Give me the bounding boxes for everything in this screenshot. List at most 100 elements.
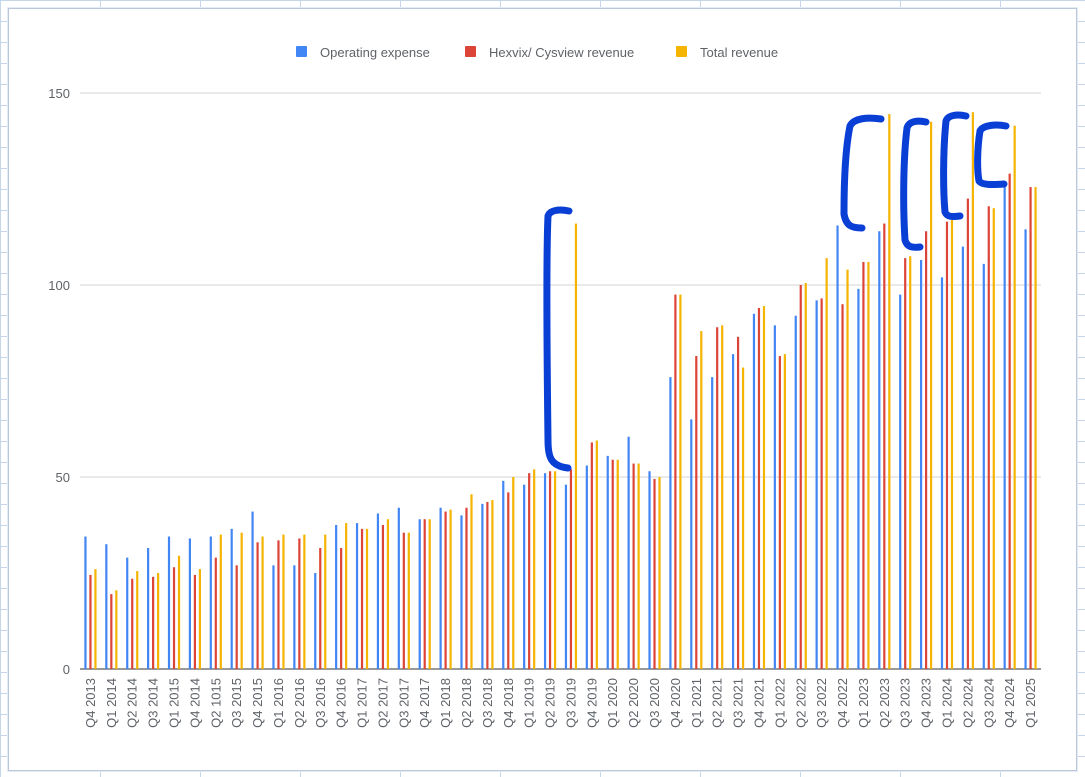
- bar-operating-expense-q2-2014[interactable]: [126, 557, 129, 669]
- bar-total-revenue-q1-2018[interactable]: [449, 509, 452, 669]
- bar-hexvix-cysview-revenue-q2-2021[interactable]: [716, 327, 719, 669]
- bar-total-revenue-q1-2015[interactable]: [177, 555, 181, 669]
- bar-operating-expense-q4-2017[interactable]: [418, 519, 421, 669]
- bar-hexvix-cysview-revenue-q4-2018[interactable]: [507, 492, 510, 669]
- bar-operating-expense-q3-2017[interactable]: [397, 507, 400, 669]
- bar-total-revenue-q1-2021[interactable]: [700, 331, 703, 669]
- bar-operating-expense-q3-2016[interactable]: [314, 573, 317, 669]
- bar-total-revenue-q3-2014[interactable]: [157, 573, 160, 669]
- bar-total-revenue-q4-2017[interactable]: [428, 519, 431, 669]
- bar-hexvix-cysview-revenue-q1-2017[interactable]: [360, 528, 364, 669]
- bar-hexvix-cysview-revenue-q4-2021[interactable]: [757, 308, 761, 669]
- bar-total-revenue-q4-2020[interactable]: [679, 294, 682, 669]
- bar-total-revenue-q4-2013[interactable]: [94, 569, 97, 669]
- bar-total-revenue-q3-2015[interactable]: [240, 532, 243, 669]
- bar-operating-expense-q2-2023[interactable]: [878, 231, 881, 670]
- bar-operating-expense-q4-2022[interactable]: [836, 225, 839, 670]
- bar-operating-expense-q3-2019[interactable]: [564, 484, 568, 669]
- bar-hexvix-cysview-revenue-q1-2023[interactable]: [862, 261, 865, 669]
- bar-operating-expense-q1-2022[interactable]: [773, 325, 776, 669]
- bar-hexvix-cysview-revenue-q4-2020[interactable]: [674, 294, 677, 669]
- bar-total-revenue-q2-2020[interactable]: [637, 463, 640, 669]
- bar-operating-expense-q1-2017[interactable]: [355, 523, 359, 669]
- bar-total-revenue-q4-2022[interactable]: [846, 269, 849, 669]
- bar-operating-expense-q3-2018[interactable]: [481, 503, 484, 669]
- bar-hexvix-cysview-revenue-q3-2024[interactable]: [987, 206, 990, 669]
- legend-item-total-revenue[interactable]: Total revenue: [676, 45, 778, 60]
- bar-hexvix-cysview-revenue-q2-2016[interactable]: [298, 538, 301, 669]
- bar-total-revenue-q4-2023[interactable]: [929, 121, 933, 670]
- bar-hexvix-cysview-revenue-q1-2019[interactable]: [528, 473, 531, 669]
- bar-operating-expense-q4-2016[interactable]: [335, 525, 338, 669]
- bar-operating-expense-q2-2020[interactable]: [627, 436, 630, 669]
- bar-total-revenue-q4-2016[interactable]: [345, 523, 348, 669]
- bar-operating-expense-q3-2020[interactable]: [648, 471, 651, 669]
- bar-operating-expense-q3-2024[interactable]: [982, 263, 985, 669]
- bar-hexvix-cysview-revenue-q1-2018[interactable]: [444, 511, 447, 669]
- bar-hexvix-cysview-revenue-q1-2022[interactable]: [778, 356, 781, 669]
- bar-operating-expense-q3-2014[interactable]: [147, 548, 150, 669]
- bar-hexvix-cysview-revenue-q1-2025[interactable]: [1029, 187, 1032, 669]
- bar-total-revenue-q4-2024[interactable]: [1013, 125, 1016, 669]
- bar-operating-expense-q1-2025[interactable]: [1024, 229, 1027, 669]
- bar-hexvix-cysview-revenue-q4-2014[interactable]: [193, 574, 197, 669]
- bar-operating-expense-q3-2022[interactable]: [815, 300, 818, 669]
- bar-operating-expense-q4-2014[interactable]: [188, 538, 192, 669]
- bar-hexvix-cysview-revenue-q1-2014[interactable]: [110, 594, 113, 669]
- bar-hexvix-cysview-revenue-q4-2013[interactable]: [89, 574, 92, 669]
- bar-hexvix-cysview-revenue-q3-2016[interactable]: [319, 548, 322, 669]
- bar-total-revenue-q3-2016[interactable]: [324, 534, 327, 669]
- bar-hexvix-cysview-revenue-q3-2014[interactable]: [152, 576, 155, 669]
- bar-total-revenue-q2-2021[interactable]: [721, 325, 724, 669]
- bar-total-revenue-q4-2018[interactable]: [512, 477, 515, 669]
- bar-operating-expense-q2-2024[interactable]: [961, 246, 964, 669]
- bar-total-revenue-q1-2024[interactable]: [950, 219, 954, 669]
- bar-hexvix-cysview-revenue-q2-2018[interactable]: [465, 507, 468, 669]
- bar-hexvix-cysview-revenue-q3-2015[interactable]: [235, 565, 238, 669]
- bar-total-revenue-q2-2018[interactable]: [470, 494, 473, 669]
- bar-operating-expense-q1-2021[interactable]: [690, 419, 693, 669]
- bar-hexvix-cysview-revenue-q3-2023[interactable]: [904, 258, 907, 669]
- bar-operating-expense-q1-2016[interactable]: [272, 565, 275, 669]
- bar-total-revenue-q1-2014[interactable]: [115, 590, 118, 669]
- bar-operating-expense-q1-2023[interactable]: [857, 288, 860, 669]
- bar-hexvix-cysview-revenue-q3-2021[interactable]: [736, 336, 740, 669]
- bar-operating-expense-q3-2015[interactable]: [230, 528, 233, 669]
- bar-hexvix-cysview-revenue-q4-2016[interactable]: [340, 548, 343, 669]
- bar-total-revenue-q3-2024[interactable]: [992, 208, 995, 669]
- legend-item-hexvix-cysview-revenue[interactable]: Hexvix/ Cysview revenue: [465, 45, 634, 60]
- bar-operating-expense-q4-2015[interactable]: [251, 511, 254, 669]
- bar-total-revenue-q2-2019[interactable]: [553, 471, 557, 669]
- bar-operating-expense-q3-2023[interactable]: [899, 294, 902, 669]
- bar-hexvix-cysview-revenue-q2-2024[interactable]: [966, 198, 969, 669]
- bar-operating-expense-q4-2018[interactable]: [502, 480, 505, 669]
- bar-operating-expense-q4-2013[interactable]: [84, 536, 87, 669]
- bar-hexvix-cysview-revenue-q1-2016[interactable]: [277, 540, 280, 669]
- bar-hexvix-cysview-revenue-q1-2021[interactable]: [695, 356, 698, 669]
- bar-operating-expense-q2-2019[interactable]: [543, 473, 547, 669]
- bar-operating-expense-q4-2019[interactable]: [585, 465, 588, 669]
- bar-operating-expense-q2-1015[interactable]: [209, 536, 212, 669]
- bar-hexvix-cysview-revenue-q1-2024[interactable]: [945, 221, 949, 669]
- bar-total-revenue-q1-2023[interactable]: [867, 261, 870, 669]
- bar-operating-expense-q1-2018[interactable]: [439, 507, 442, 669]
- bar-total-revenue-q3-2022[interactable]: [825, 258, 828, 669]
- bar-operating-expense-q4-2024[interactable]: [1003, 181, 1006, 669]
- bar-operating-expense-q1-2019[interactable]: [523, 484, 526, 669]
- bar-operating-expense-q2-2016[interactable]: [293, 565, 296, 669]
- bar-total-revenue-q4-2021[interactable]: [762, 306, 766, 669]
- chart-card[interactable]: [8, 8, 1077, 771]
- bar-hexvix-cysview-revenue-q2-2017[interactable]: [381, 525, 385, 669]
- bar-total-revenue-q4-2014[interactable]: [198, 569, 202, 669]
- bar-hexvix-cysview-revenue-q4-2017[interactable]: [423, 519, 426, 669]
- bar-total-revenue-q1-2017[interactable]: [365, 528, 369, 669]
- bar-operating-expense-q4-2020[interactable]: [669, 377, 672, 669]
- bar-operating-expense-q4-2023[interactable]: [919, 260, 923, 669]
- bar-operating-expense-q1-2020[interactable]: [606, 455, 609, 669]
- bar-total-revenue-q2-2017[interactable]: [386, 519, 390, 669]
- bar-operating-expense-q3-2021[interactable]: [731, 354, 735, 669]
- bar-hexvix-cysview-revenue-q4-2024[interactable]: [1008, 173, 1011, 669]
- bar-total-revenue-q1-2020[interactable]: [616, 459, 619, 669]
- bar-hexvix-cysview-revenue-q2-2019[interactable]: [548, 471, 552, 669]
- bar-total-revenue-q1-2019[interactable]: [533, 469, 536, 669]
